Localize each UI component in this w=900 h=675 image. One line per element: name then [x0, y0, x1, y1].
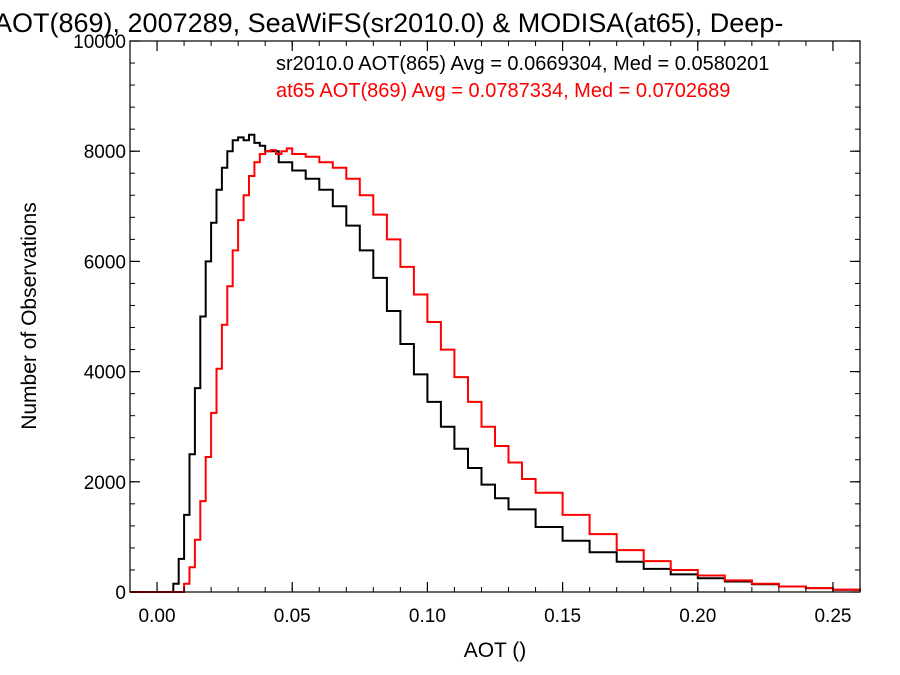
x-tick-label: 0.00 [139, 606, 176, 627]
y-tick-label: 10000 [73, 32, 126, 53]
y-axis-label: Number of Observations [18, 202, 41, 430]
y-tick-label: 2000 [84, 473, 126, 494]
chart-title: AOT(869), 2007289, SeaWiFS(sr2010.0) & M… [0, 8, 783, 38]
x-tick-label: 0.25 [814, 606, 851, 627]
series-line-0 [130, 133, 861, 593]
ticks-layer: 0.00 0.05 0.10 0.15 0.20 0.25 0 2000 4000 6000 800… [73, 32, 861, 627]
x-axis-label: AOT () [464, 639, 527, 662]
annotation-0: sr2010.0 AOT(865) Avg = 0.0669304, Med =… [276, 53, 769, 75]
x-tick-label: 0.15 [544, 606, 581, 627]
annotation-1: at65 AOT(869) Avg = 0.0787334, Med = 0.0… [276, 80, 730, 102]
x-tick-label: 0.05 [274, 606, 311, 627]
x-tick-label: 0.10 [409, 606, 446, 627]
y-tick-label: 4000 [84, 363, 126, 384]
plot-frame [129, 40, 861, 593]
y-tick-label: 6000 [84, 252, 126, 273]
y-tick-label: 0 [115, 583, 126, 604]
annotations-layer: sr2010.0 AOT(865) Avg = 0.0669304, Med =… [276, 53, 769, 102]
series-layer [130, 133, 861, 593]
y-tick-label: 8000 [84, 142, 126, 163]
x-tick-label: 0.20 [679, 606, 716, 627]
series-line-1 [130, 147, 861, 593]
